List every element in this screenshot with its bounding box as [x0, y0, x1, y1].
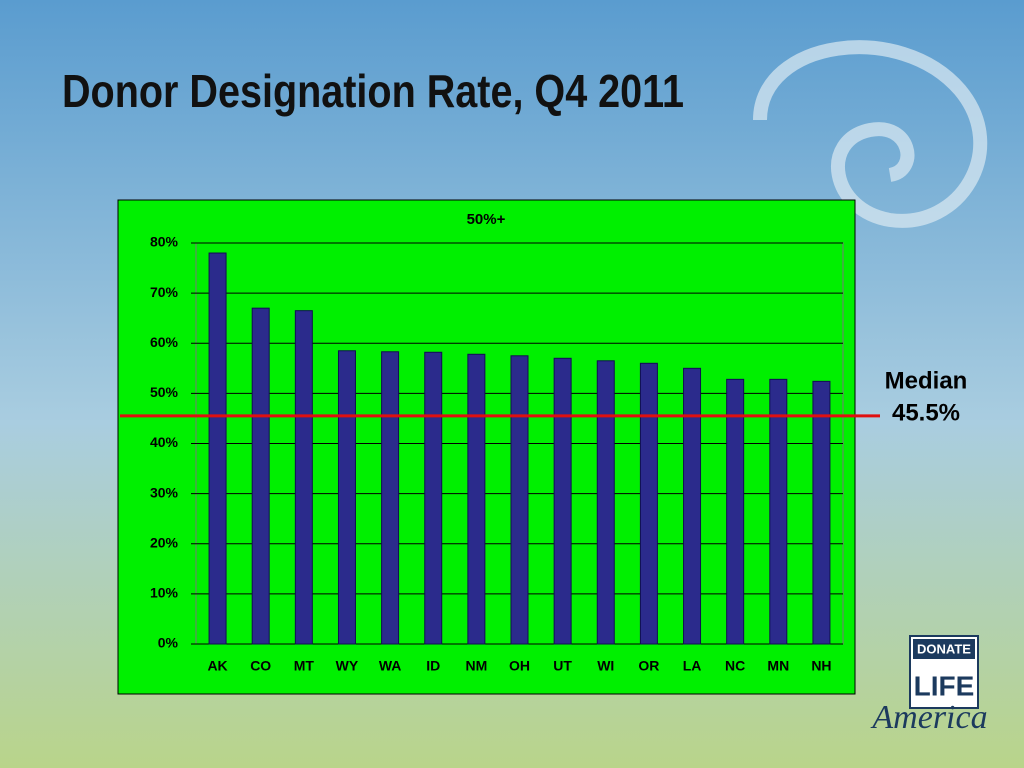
- x-tick-label: AK: [207, 658, 227, 674]
- bar: [208, 252, 227, 645]
- logo-middle: LIFE: [914, 670, 975, 701]
- slide-title: Donor Designation Rate, Q4 2011: [62, 66, 684, 117]
- bar: [337, 350, 356, 645]
- x-tick-label: OR: [638, 658, 659, 674]
- bar: [683, 367, 702, 645]
- median-label: Median: [885, 367, 968, 394]
- chart-area: [117, 199, 856, 695]
- y-tick-label: 60%: [150, 334, 179, 350]
- logo-top: DONATE: [917, 641, 971, 656]
- y-tick-label: 50%: [150, 384, 179, 400]
- bar: [381, 351, 400, 645]
- swirl-decoration: [753, 40, 988, 228]
- x-tick-label: MN: [767, 658, 789, 674]
- x-tick-label: UT: [553, 658, 572, 674]
- bar: [510, 355, 529, 645]
- y-tick-label: 20%: [150, 534, 179, 550]
- x-tick-label: CO: [250, 658, 271, 674]
- logo-band: [913, 639, 975, 659]
- x-tick-label: WI: [597, 658, 614, 674]
- y-tick-label: 0%: [158, 635, 179, 651]
- bar: [812, 380, 831, 645]
- x-tick-label: NH: [811, 658, 831, 674]
- bar: [553, 357, 572, 645]
- bar: [596, 360, 615, 645]
- logo-bottom: America: [870, 699, 987, 736]
- x-tick-label: NM: [465, 658, 487, 674]
- bar: [251, 307, 270, 645]
- bar: [424, 351, 443, 645]
- bar: [639, 362, 658, 645]
- x-tick-label: OH: [509, 658, 530, 674]
- y-tick-label: 40%: [150, 434, 179, 450]
- y-tick-label: 30%: [150, 484, 179, 500]
- y-tick-label: 10%: [150, 585, 179, 601]
- y-tick-label: 80%: [150, 234, 179, 250]
- bar: [294, 310, 313, 645]
- bar: [769, 378, 788, 645]
- x-tick-label: WY: [336, 658, 359, 674]
- x-tick-label: ID: [426, 658, 440, 674]
- logo: DONATE LIFE America: [870, 635, 988, 736]
- y-tick-label: 70%: [150, 284, 179, 300]
- x-tick-label: LA: [683, 658, 702, 674]
- x-tick-label: MT: [294, 658, 315, 674]
- x-tick-label: WA: [379, 658, 402, 674]
- bar: [467, 353, 486, 645]
- bar: [726, 378, 745, 645]
- median-value-label: 45.5%: [892, 399, 960, 426]
- chart-title: 50%+: [467, 211, 506, 228]
- x-tick-label: NC: [725, 658, 745, 674]
